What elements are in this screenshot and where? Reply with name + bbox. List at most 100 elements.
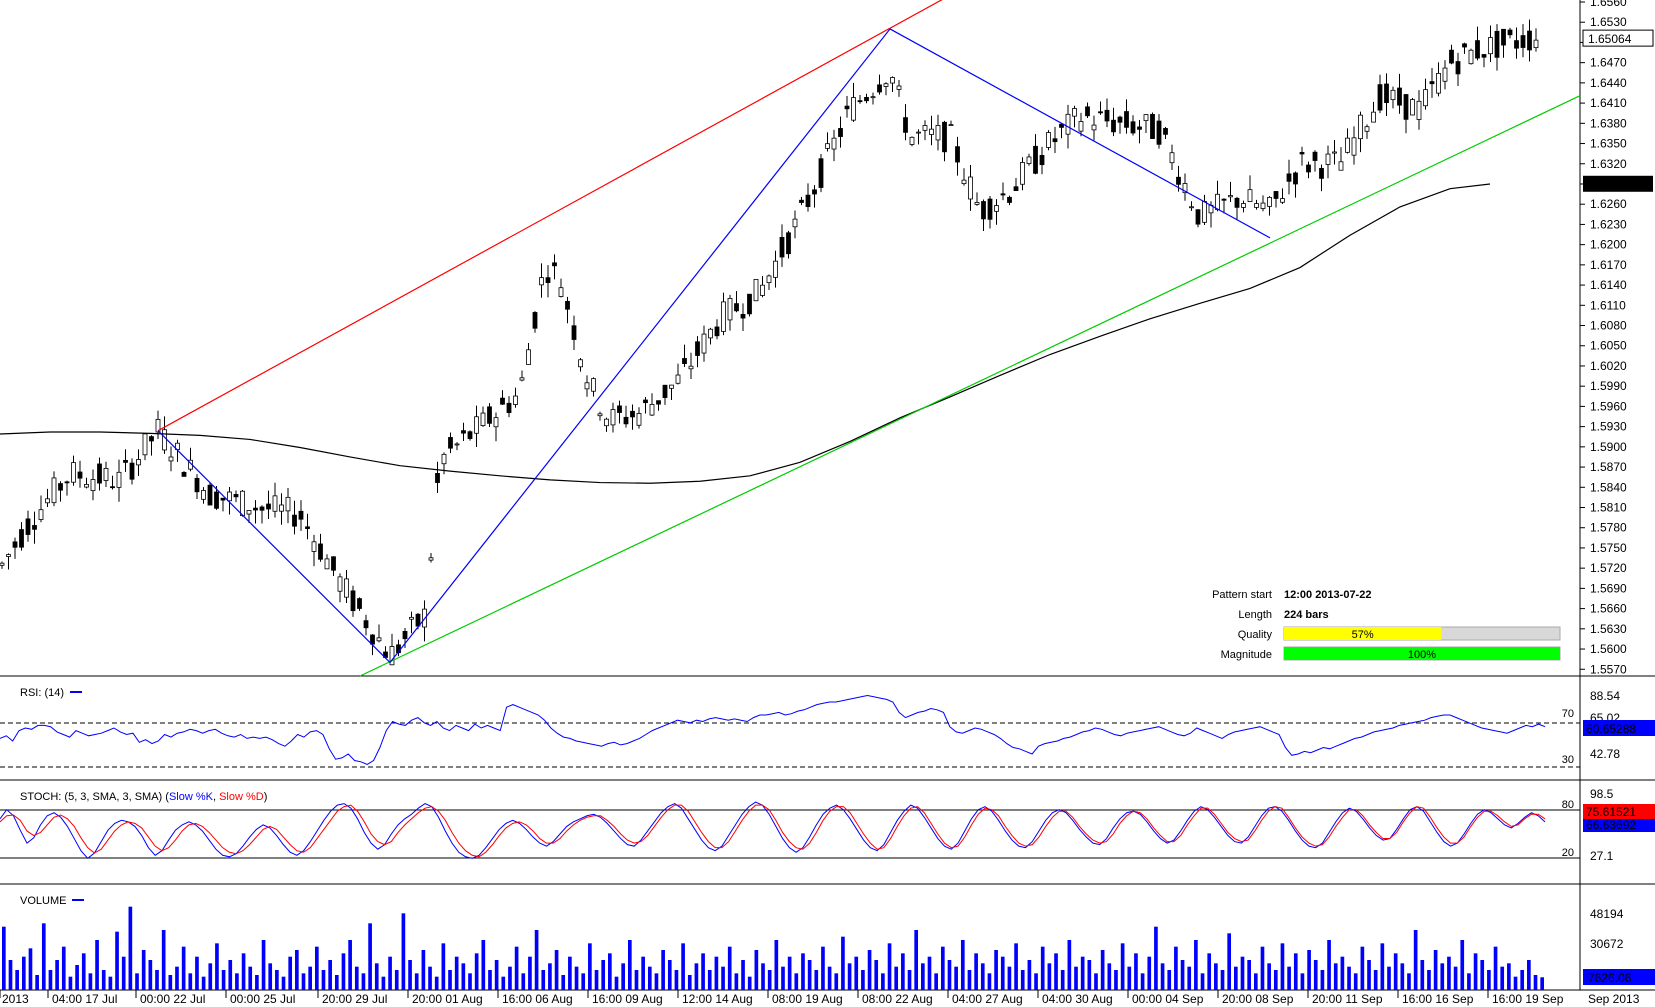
candle-body xyxy=(253,507,258,511)
candle-body xyxy=(838,128,843,137)
volume-bar xyxy=(275,970,279,990)
time-tick-label: 08:00 19 Aug xyxy=(772,992,843,1006)
price-tick-label: 1.5780 xyxy=(1590,521,1627,535)
candle-body xyxy=(1442,67,1448,82)
volume-bar xyxy=(1507,963,1511,990)
volume-bar xyxy=(121,956,126,990)
volume-bar xyxy=(647,966,652,990)
price-tick-label: 1.6470 xyxy=(1590,56,1627,70)
candle-body xyxy=(1390,89,1396,101)
candle-body xyxy=(19,529,24,548)
time-tick-label: 2013 xyxy=(2,992,29,1006)
volume-bar xyxy=(461,963,466,990)
price-tick-label: 1.5660 xyxy=(1590,602,1627,616)
candle-body xyxy=(552,262,557,267)
candle-body xyxy=(1215,193,1220,210)
volume-bar xyxy=(1307,950,1311,990)
volume-bar xyxy=(168,975,173,990)
volume-bar xyxy=(940,946,945,990)
candle-body xyxy=(1104,109,1110,122)
candle-body xyxy=(129,462,135,480)
candle-body xyxy=(1156,120,1162,145)
time-axis: 2013 04:00 17 Jul 00:00 22 Jul 00:00 25 Jul… xyxy=(0,990,1640,1006)
candle-body xyxy=(116,471,122,488)
candle-body xyxy=(220,497,226,501)
rsi-level-70-label: 70 xyxy=(1562,708,1574,720)
volume-bar xyxy=(188,973,193,990)
volume-bar xyxy=(967,970,972,990)
candle-body xyxy=(84,483,89,488)
candle-body xyxy=(1013,186,1019,191)
volume-bar xyxy=(55,960,59,990)
price-tick-label: 1.6260 xyxy=(1590,197,1627,211)
volume-bar xyxy=(41,923,46,990)
candle-body xyxy=(435,473,440,483)
candle-body xyxy=(506,402,512,414)
volume-bar xyxy=(568,956,572,990)
candle-body xyxy=(721,301,726,332)
candle-body xyxy=(376,637,382,642)
volume-bar xyxy=(1154,926,1158,990)
candle-body xyxy=(565,300,570,310)
price-tick-label: 1.5720 xyxy=(1590,561,1627,575)
volume-bar xyxy=(368,923,372,990)
candle-body xyxy=(292,514,297,527)
volume-bar xyxy=(681,943,685,990)
time-tick-label: 20:00 01 Aug xyxy=(412,992,483,1006)
stoch-k-current-box xyxy=(1583,804,1655,819)
candle-body xyxy=(591,378,596,392)
volume-bar xyxy=(687,975,692,990)
candle-body xyxy=(1481,54,1487,58)
candle-body xyxy=(1234,197,1240,208)
candle-body xyxy=(1475,40,1480,59)
volume-bar xyxy=(1493,946,1498,990)
volume-bar xyxy=(1387,966,1391,990)
candle-body xyxy=(929,128,934,135)
time-tick-label: 00:00 04 Sep xyxy=(1132,992,1204,1006)
candle-body xyxy=(38,509,44,520)
volume-bar xyxy=(1147,956,1152,990)
candle-body xyxy=(987,198,993,220)
volume-bar xyxy=(1074,966,1078,990)
stoch-tick-label: 98.5 xyxy=(1590,787,1614,801)
pattern-quality-value: 57% xyxy=(1352,629,1374,641)
volume-bar xyxy=(694,963,699,990)
volume-bar xyxy=(235,973,239,990)
volume-current-label: 7626.06 xyxy=(1588,971,1632,985)
price-tick-label: 1.5750 xyxy=(1590,541,1627,555)
candle-body xyxy=(1241,203,1246,208)
volume-bar xyxy=(634,970,639,990)
candle-body xyxy=(266,503,271,510)
candle-body xyxy=(1507,29,1513,36)
candle-body xyxy=(1364,126,1370,132)
volume-panel[interactable]: VOLUME4819430672131507626.06 xyxy=(2,895,1655,990)
candle-body xyxy=(545,277,551,284)
price-tick-label: 1.6350 xyxy=(1590,137,1627,151)
volume-bar xyxy=(1120,943,1125,990)
stochastic-panel[interactable]: STOCH: (5, 3, SMA, 3, SMA) (Slow %K, Slo… xyxy=(0,787,1655,863)
volume-bar xyxy=(1067,940,1072,990)
volume-bar xyxy=(301,973,306,990)
volume-bar xyxy=(1227,933,1232,990)
candle-body xyxy=(688,365,694,370)
volume-bar xyxy=(155,970,159,990)
candle-body xyxy=(883,83,889,87)
stoch-k-line xyxy=(0,801,1546,860)
volume-bar xyxy=(807,960,812,990)
volume-bar xyxy=(1200,973,1205,990)
volume-bar xyxy=(994,950,998,990)
candle-body xyxy=(955,146,960,163)
volume-bar xyxy=(980,963,985,990)
candle-body xyxy=(1228,195,1233,198)
volume-bar xyxy=(1413,930,1418,990)
candle-body xyxy=(812,189,817,195)
candle-body xyxy=(480,412,486,427)
volume-bar xyxy=(1007,966,1012,990)
volume-bar xyxy=(21,956,26,990)
volume-bar xyxy=(1500,966,1505,990)
volume-bar xyxy=(1380,943,1385,990)
candle-body xyxy=(1091,124,1097,131)
